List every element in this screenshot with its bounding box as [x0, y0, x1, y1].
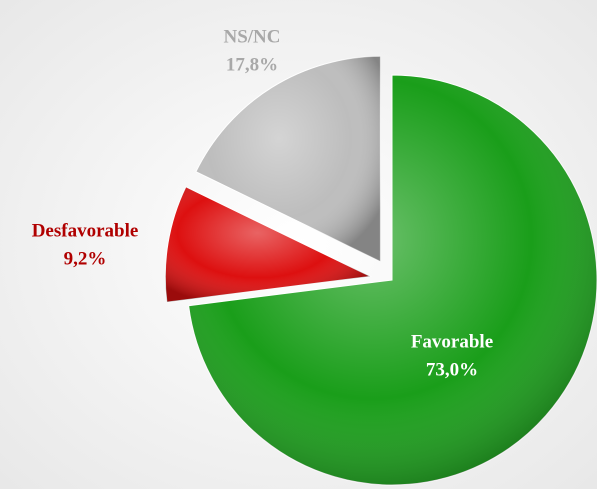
slice-label: Desfavorable: [32, 220, 139, 241]
slice-shading: [195, 56, 381, 262]
slice-value: 9,2%: [64, 248, 107, 269]
slice-value: 73,0%: [426, 359, 478, 380]
slice-label: NS/NC: [223, 26, 280, 47]
slice-shading: [188, 75, 597, 486]
slice-value: 17,8%: [226, 54, 278, 75]
slice-shading: [165, 186, 371, 303]
slice-label: Favorable: [411, 331, 493, 352]
